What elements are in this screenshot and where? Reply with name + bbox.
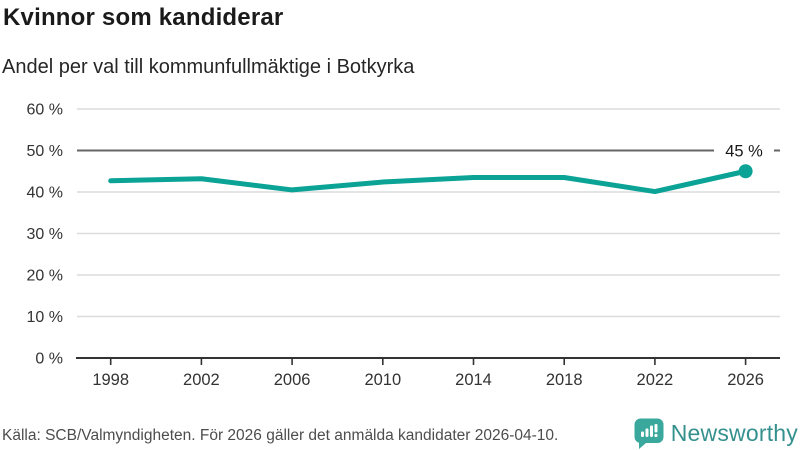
end-point-label-mask xyxy=(714,138,774,163)
y-axis-label: 30 % xyxy=(27,226,63,243)
source-text: Källa: SCB/Valmyndigheten. För 2026 gäll… xyxy=(2,427,559,444)
end-point-dot xyxy=(738,164,753,179)
x-axis-label: 2014 xyxy=(455,371,492,389)
y-axis-label: 60 % xyxy=(27,102,63,119)
x-axis-label: 2006 xyxy=(274,371,311,389)
x-axis-label: 1998 xyxy=(92,371,129,389)
y-axis-label: 0 % xyxy=(35,351,63,368)
end-point-label: 45 % xyxy=(725,143,763,161)
y-axis-label: 20 % xyxy=(27,268,63,285)
chart-subtitle: Andel per val till kommunfullmäktige i B… xyxy=(2,56,415,78)
data-line-series xyxy=(108,168,749,195)
chart-title: Kvinnor som kandiderar xyxy=(3,4,284,31)
x-axis-label: 2026 xyxy=(727,371,764,389)
x-axis-label: 2022 xyxy=(637,371,674,389)
y-axis-label: 10 % xyxy=(27,309,63,326)
y-axis-label: 50 % xyxy=(27,143,63,160)
newsworthy-wordmark: Newsworthy xyxy=(670,420,798,446)
x-axis-label: 2002 xyxy=(183,371,220,389)
newsworthy-bubble-icon xyxy=(634,418,664,449)
bar-chart-glyph xyxy=(640,424,658,438)
newsworthy-logo: Newsworthy xyxy=(634,417,798,450)
x-axis-label: 2018 xyxy=(546,371,583,389)
x-axis-label: 2010 xyxy=(364,371,401,389)
line-chart-plot-area: 0 % 10 % 20 % 30 % 40 % 50 % 60 % 1998 2002 2006 2… xyxy=(27,102,780,389)
y-axis-label: 40 % xyxy=(27,185,63,202)
